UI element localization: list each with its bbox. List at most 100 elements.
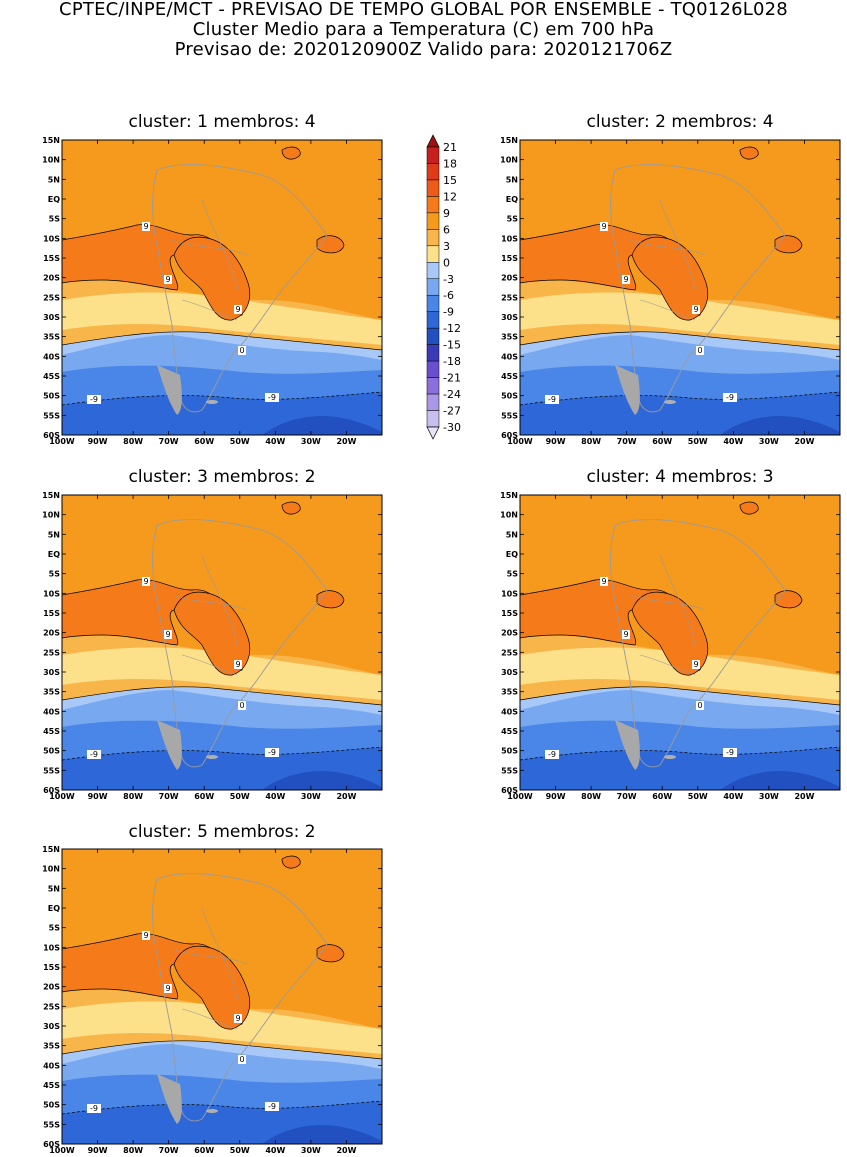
- panel-5-title: cluster: 5 membros: 2: [128, 822, 316, 842]
- lat-label: 55S: [501, 411, 518, 420]
- lat-label: 55S: [43, 766, 60, 775]
- coastline: [152, 164, 328, 413]
- lat-label: 45S: [501, 727, 518, 736]
- lon-label: 50W: [230, 1146, 250, 1155]
- colorbar-level-label: 18: [443, 157, 457, 170]
- contour-label-bg: [87, 395, 101, 404]
- map-frame: [61, 848, 383, 1145]
- colorbar-level-label: 0: [443, 256, 450, 269]
- contour-label-bg: [234, 660, 242, 669]
- country-borders: [171, 199, 248, 321]
- colorbar-level-label: 3: [443, 240, 450, 253]
- contour-label-bg: [692, 305, 700, 314]
- lat-label: 60S: [501, 431, 518, 440]
- lat-label: 25S: [501, 293, 518, 302]
- falkland-islands: [664, 400, 676, 404]
- contour-label-bg: [87, 1104, 101, 1113]
- contour-label-cm9b: -9: [268, 1102, 276, 1111]
- lat-label: 15S: [501, 254, 518, 263]
- lat-label: 60S: [43, 431, 60, 440]
- lat-label: 20S: [43, 983, 60, 992]
- colorbar-swatch: [426, 311, 440, 329]
- colorbar-level-label: 6: [443, 223, 450, 236]
- colorbar-level-label: 21: [443, 141, 457, 154]
- lat-label: 25S: [43, 1002, 60, 1011]
- yellow-band: [62, 1001, 382, 1054]
- lat-label: 10S: [501, 589, 518, 598]
- contour-label-group: 9: [234, 660, 242, 669]
- lat-label: 10S: [43, 943, 60, 952]
- lat-label: 60S: [43, 1140, 60, 1149]
- lon-label: 20W: [336, 1146, 356, 1155]
- colorbar-level-label: -30: [443, 421, 461, 434]
- contour-label-group: 9: [600, 577, 608, 586]
- colorbar-swatch: [426, 393, 440, 411]
- purple-patch: [262, 415, 382, 435]
- contour-label-bg: [692, 660, 700, 669]
- coastline: [610, 519, 786, 768]
- panel-5-map: 9 9 9 0 -9 -9 15N 10N 5N EQ 5S 10S 15S 20S 25S 30S 35S 40…: [42, 845, 383, 1155]
- contour-label-group: 0: [696, 701, 704, 710]
- lon-label: 80W: [581, 792, 601, 801]
- purple-patch: [720, 770, 840, 790]
- lat-label: 5N: [48, 530, 60, 539]
- contour-label-group: 9: [142, 931, 150, 940]
- lat-label: 30S: [501, 668, 518, 677]
- patagonia-land: [157, 365, 182, 415]
- contour-label-cm9b: -9: [268, 748, 276, 757]
- colorbar-swatch: [426, 179, 440, 197]
- lat-label: 5N: [48, 175, 60, 184]
- contour-label-bg: [622, 630, 630, 639]
- zero-contour: [61, 686, 383, 706]
- colorbar-swatch: [426, 196, 440, 214]
- warm-blob-north: [281, 855, 301, 869]
- contour-label-group: -9: [265, 393, 279, 402]
- yellow-band: [62, 647, 382, 700]
- contour-label-bg: [234, 305, 242, 314]
- lon-label: 60W: [194, 792, 214, 801]
- lat-label: 40S: [43, 707, 60, 716]
- patagonia-land: [157, 1074, 182, 1124]
- colorbar-level-label: -12: [443, 322, 461, 335]
- warm-contour-interior: [173, 945, 251, 1030]
- header-line-2: Cluster Medio para a Temperatura (C) em …: [192, 19, 655, 40]
- colorbar-swatch: [426, 278, 440, 296]
- map-contents: 9 9 9 0 -9 -9 15N 10N 5N EQ 5S 10S 15S 20S 25S 30S 35S 40…: [42, 136, 383, 446]
- country-borders: [171, 554, 248, 676]
- colorbar-swatch: [426, 163, 440, 181]
- contour-label-bg: [600, 577, 608, 586]
- lon-label: 70W: [159, 437, 179, 446]
- contour-label-c0: 0: [239, 1055, 244, 1064]
- colorbar-swatch: [426, 229, 440, 247]
- contour-label-group: 9: [622, 275, 630, 284]
- lon-label: 100W: [49, 437, 75, 446]
- contour-label-group: 9: [622, 630, 630, 639]
- lon-label: 100W: [49, 1146, 75, 1155]
- contour-label-bg: [265, 393, 279, 402]
- lon-label: 40W: [723, 792, 743, 801]
- lon-label: 30W: [301, 437, 321, 446]
- contour-label-c9c: 9: [693, 305, 698, 314]
- contour-label-bg: [696, 346, 704, 355]
- map-frame: [61, 139, 383, 436]
- lat-label: 25S: [43, 293, 60, 302]
- lat-label: 10S: [501, 234, 518, 243]
- lat-label: 5S: [507, 570, 519, 579]
- lon-label: 60W: [652, 437, 672, 446]
- lon-label: 100W: [507, 792, 533, 801]
- warm-blob-north: [281, 501, 301, 515]
- lon-label: 30W: [301, 1146, 321, 1155]
- lat-label: 55S: [43, 1120, 60, 1129]
- lon-label: 70W: [159, 792, 179, 801]
- panel-4-title: cluster: 4 membros: 3: [586, 467, 774, 487]
- lat-label: 45S: [43, 372, 60, 381]
- lat-label: 50S: [43, 392, 60, 401]
- contour-label-bg: [87, 750, 101, 759]
- yellow-band: [520, 647, 840, 700]
- map-contents: 9 9 9 0 -9 -9 15N 10N 5N EQ 5S 10S 15S 20S 25S 30S 35S 40…: [500, 491, 841, 801]
- contour-label-c9a: 9: [143, 931, 148, 940]
- colorbar-level-label: 9: [443, 207, 450, 220]
- contour-label-bg: [238, 346, 246, 355]
- contour-label-c0: 0: [697, 346, 702, 355]
- minus9-contour: [519, 746, 841, 761]
